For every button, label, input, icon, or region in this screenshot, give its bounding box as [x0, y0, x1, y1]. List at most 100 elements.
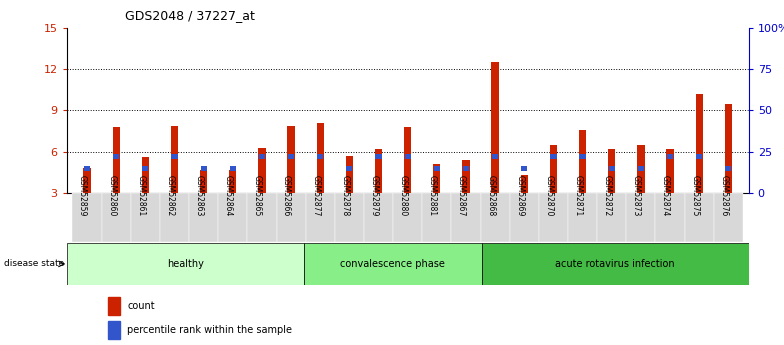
- Text: GSM52860: GSM52860: [107, 175, 116, 216]
- Bar: [259, 154, 265, 159]
- Text: GDS2048 / 37227_at: GDS2048 / 37227_at: [125, 9, 256, 22]
- Bar: [376, 154, 382, 159]
- Bar: [521, 166, 528, 171]
- Bar: [335, 193, 364, 242]
- Text: GSM52879: GSM52879: [369, 175, 379, 216]
- Bar: [347, 166, 353, 171]
- Bar: [637, 166, 644, 171]
- Bar: [597, 193, 626, 242]
- Bar: [608, 149, 615, 193]
- Bar: [579, 154, 586, 159]
- Text: GSM52868: GSM52868: [486, 175, 495, 216]
- Bar: [434, 164, 441, 193]
- Bar: [364, 193, 393, 242]
- Text: GSM52873: GSM52873: [632, 175, 641, 216]
- Text: disease state: disease state: [4, 259, 64, 268]
- Bar: [666, 149, 673, 193]
- Bar: [306, 193, 335, 242]
- Text: GSM52861: GSM52861: [136, 175, 145, 216]
- Text: GSM52872: GSM52872: [603, 175, 612, 216]
- Bar: [713, 193, 743, 242]
- Bar: [667, 154, 673, 159]
- Bar: [218, 193, 248, 242]
- Bar: [142, 157, 149, 193]
- Bar: [626, 193, 655, 242]
- Text: GSM52874: GSM52874: [661, 175, 670, 216]
- Text: GSM52863: GSM52863: [194, 175, 204, 216]
- Text: GSM52880: GSM52880: [399, 175, 408, 216]
- Bar: [288, 126, 295, 193]
- Bar: [200, 170, 207, 193]
- Text: GSM52870: GSM52870: [544, 175, 554, 216]
- Bar: [172, 154, 178, 159]
- Bar: [550, 154, 557, 159]
- Bar: [452, 193, 481, 242]
- Bar: [201, 166, 207, 171]
- Bar: [568, 193, 597, 242]
- Text: percentile rank within the sample: percentile rank within the sample: [127, 325, 292, 335]
- Bar: [579, 130, 586, 193]
- FancyBboxPatch shape: [304, 243, 482, 285]
- Bar: [142, 166, 148, 171]
- Bar: [229, 170, 237, 193]
- Bar: [230, 166, 236, 171]
- Bar: [248, 193, 277, 242]
- Bar: [317, 123, 324, 193]
- Bar: [695, 94, 702, 193]
- Bar: [277, 193, 306, 242]
- Bar: [84, 166, 90, 171]
- Bar: [102, 193, 131, 242]
- FancyBboxPatch shape: [482, 243, 749, 285]
- Bar: [189, 193, 218, 242]
- Text: convalescence phase: convalescence phase: [340, 259, 445, 269]
- Bar: [131, 193, 160, 242]
- Bar: [481, 193, 510, 242]
- Bar: [434, 166, 440, 171]
- Bar: [684, 193, 713, 242]
- Bar: [375, 149, 382, 193]
- Bar: [108, 297, 121, 315]
- Bar: [725, 166, 731, 171]
- Text: GSM52864: GSM52864: [223, 175, 233, 216]
- Bar: [492, 154, 498, 159]
- Bar: [160, 193, 189, 242]
- Bar: [171, 126, 178, 193]
- Text: GSM52865: GSM52865: [253, 175, 262, 216]
- Bar: [637, 145, 644, 193]
- Bar: [463, 160, 470, 193]
- Bar: [724, 104, 732, 193]
- Bar: [608, 166, 615, 171]
- Bar: [463, 166, 469, 171]
- Text: GSM52869: GSM52869: [515, 175, 524, 216]
- Bar: [113, 127, 120, 193]
- Bar: [108, 321, 121, 339]
- Bar: [83, 168, 91, 193]
- Text: GSM52871: GSM52871: [574, 175, 583, 216]
- Text: GSM52881: GSM52881: [428, 175, 437, 216]
- Bar: [510, 193, 539, 242]
- Bar: [655, 193, 684, 242]
- Bar: [550, 145, 557, 193]
- Text: GSM52859: GSM52859: [78, 175, 87, 216]
- Bar: [521, 175, 528, 193]
- Bar: [318, 154, 323, 159]
- Bar: [72, 193, 102, 242]
- Text: GSM52878: GSM52878: [340, 175, 350, 216]
- Bar: [258, 148, 266, 193]
- Text: acute rotavirus infection: acute rotavirus infection: [555, 259, 675, 269]
- Bar: [696, 154, 702, 159]
- Text: GSM52877: GSM52877: [311, 175, 320, 216]
- Bar: [405, 154, 411, 159]
- Bar: [539, 193, 568, 242]
- Bar: [113, 154, 119, 159]
- Text: GSM52866: GSM52866: [282, 175, 291, 216]
- Text: count: count: [127, 301, 155, 311]
- Bar: [404, 127, 412, 193]
- Bar: [288, 154, 294, 159]
- Bar: [346, 156, 353, 193]
- Bar: [492, 62, 499, 193]
- Text: healthy: healthy: [167, 259, 204, 269]
- Text: GSM52862: GSM52862: [165, 175, 175, 216]
- FancyBboxPatch shape: [67, 243, 304, 285]
- Text: GSM52867: GSM52867: [457, 175, 466, 216]
